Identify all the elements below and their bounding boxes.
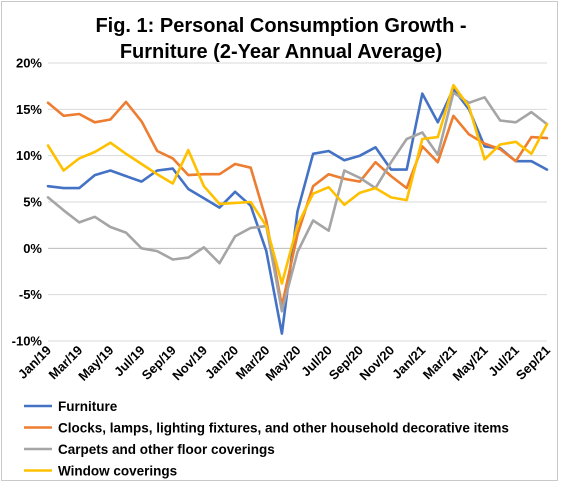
x-tick-label: Jan/21 <box>389 343 428 382</box>
legend: Furniture Clocks, lamps, lighting fixture… <box>24 399 509 479</box>
y-tick-label: 15% <box>16 102 42 117</box>
x-tick-label: May/20 <box>262 343 303 384</box>
x-tick-label: Sep/21 <box>513 343 553 383</box>
chart-title-line-2: Furniture (2-Year Annual Average) <box>120 41 442 63</box>
legend-item: Carpets and other floor coverings <box>24 442 275 457</box>
legend-item: Window coverings <box>24 464 177 479</box>
y-axis: -10% -5% 0% 5% 10% 15% 20% <box>12 56 43 349</box>
legend-item: Clocks, lamps, lighting fixtures, and ot… <box>24 421 509 436</box>
chart-title-line-1: Fig. 1: Personal Consumption Growth - <box>95 15 466 37</box>
legend-label: Window coverings <box>58 464 177 479</box>
y-tick-label: 0% <box>23 241 42 256</box>
series-line-1 <box>46 87 549 335</box>
legend-item: Furniture <box>24 399 118 414</box>
x-axis: Jan/19Mar/19May/19Jul/19Sep/19Nov/19Jan/… <box>15 343 553 384</box>
x-tick-label: Nov/20 <box>356 343 397 384</box>
series-line-2 <box>46 100 549 308</box>
x-tick-label: May/19 <box>75 343 116 384</box>
y-tick-label: -5% <box>19 287 43 302</box>
y-tick-label: 5% <box>23 195 42 210</box>
legend-label: Furniture <box>58 399 118 414</box>
y-tick-label: -10% <box>12 334 43 349</box>
series-line-4 <box>46 83 549 285</box>
legend-label: Carpets and other floor coverings <box>58 442 275 457</box>
x-tick-label: Jan/20 <box>202 343 241 382</box>
legend-label: Clocks, lamps, lighting fixtures, and ot… <box>58 421 509 436</box>
x-tick-label: Nov/19 <box>169 343 210 384</box>
x-tick-label: May/21 <box>449 343 490 384</box>
y-tick-label: 20% <box>16 56 42 71</box>
plot-area <box>46 83 549 335</box>
y-tick-label: 10% <box>16 148 42 163</box>
